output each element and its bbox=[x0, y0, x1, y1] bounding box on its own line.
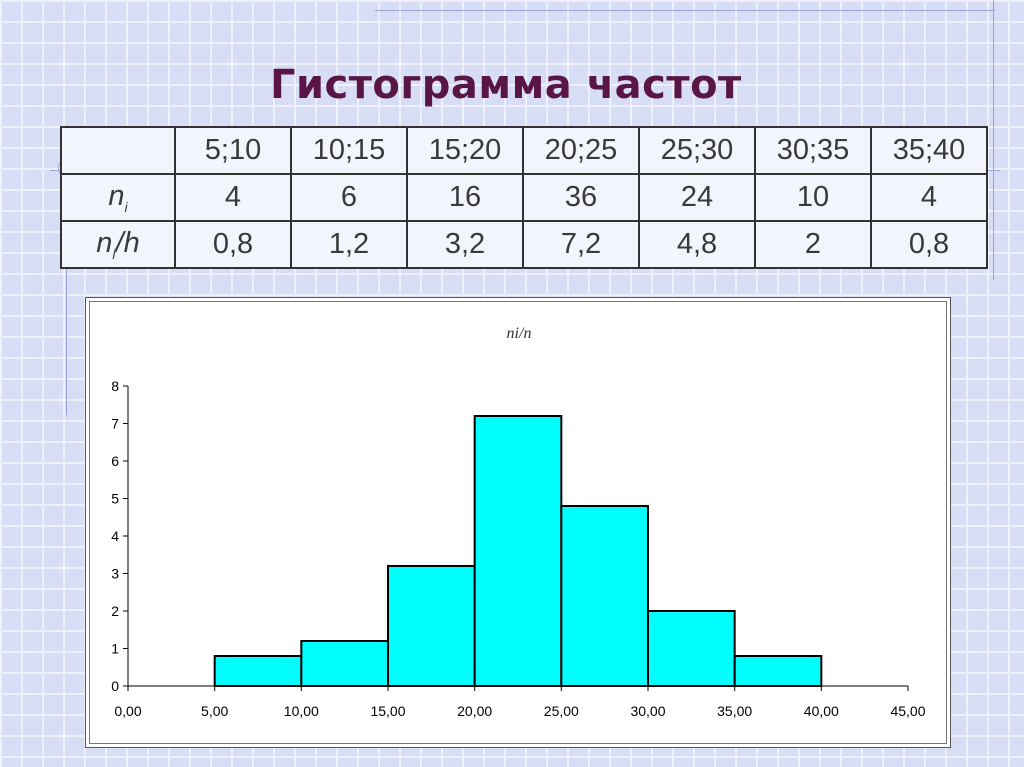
histogram-bar bbox=[473, 415, 563, 687]
chart-title: ni/n bbox=[507, 325, 532, 342]
y-tick-label: 8 bbox=[111, 378, 119, 394]
row-label-ni: ni bbox=[60, 173, 176, 222]
table-cell: 4,8 bbox=[638, 220, 756, 269]
x-tick-label: 20,00 bbox=[457, 703, 492, 719]
decor-line-top bbox=[375, 10, 995, 11]
table-cell: 7,2 bbox=[522, 220, 640, 269]
x-tick-label: 30,00 bbox=[630, 703, 665, 719]
x-tick-label: 10,00 bbox=[284, 703, 319, 719]
histogram-chart: ni/n 0 1 2 3 4 5 6 7 8 0,00 5,00 10,00 15,00 20,00 25,… bbox=[85, 297, 951, 748]
table-cell: 24 bbox=[638, 173, 756, 222]
interval-cell: 35;40 bbox=[870, 126, 988, 175]
histogram-bar bbox=[300, 640, 389, 687]
table-cell: 2 bbox=[754, 220, 872, 269]
x-tick-label: 15,00 bbox=[370, 703, 405, 719]
histogram-bar bbox=[387, 565, 476, 687]
table-cell: 4 bbox=[870, 173, 988, 222]
x-tick-label: 5,00 bbox=[201, 703, 228, 719]
table-cell: 4 bbox=[174, 173, 292, 222]
table-cell: 6 bbox=[290, 173, 408, 222]
page-title: Гистограмма частот bbox=[270, 62, 742, 108]
x-tick-label: 40,00 bbox=[804, 703, 839, 719]
interval-cell: 25;30 bbox=[638, 126, 756, 175]
interval-cell: 5;10 bbox=[174, 126, 292, 175]
table-cell: 10 bbox=[754, 173, 872, 222]
table-cell: 36 bbox=[522, 173, 640, 222]
y-tick-label: 2 bbox=[111, 603, 119, 619]
table-row-ni: ni 4 6 16 36 24 10 4 bbox=[60, 173, 988, 222]
table-cell: 0,8 bbox=[174, 220, 292, 269]
row-label-main: n bbox=[96, 227, 113, 260]
interval-cell: 20;25 bbox=[522, 126, 640, 175]
decor-line-left bbox=[66, 150, 67, 415]
row-label-sub: i bbox=[124, 198, 128, 215]
table-cell: 1,2 bbox=[290, 220, 408, 269]
histogram-bar bbox=[647, 610, 736, 687]
y-tick-label: 1 bbox=[111, 641, 119, 657]
interval-cell: 10;15 bbox=[290, 126, 408, 175]
table-cell: 16 bbox=[406, 173, 524, 222]
interval-cell: 15;20 bbox=[406, 126, 524, 175]
histogram-svg: ni/n 0 1 2 3 4 5 6 7 8 0,00 5,00 10,00 15,00 20,00 25,… bbox=[111, 325, 926, 719]
histogram-bar bbox=[560, 505, 650, 687]
y-tick-label: 5 bbox=[111, 491, 119, 507]
y-tick-label: 7 bbox=[111, 416, 119, 432]
table-row-intervals: 5;10 10;15 15;20 20;25 25;30 30;35 35;40 bbox=[60, 126, 988, 175]
decor-line-right bbox=[993, 0, 994, 280]
histogram-bar bbox=[733, 655, 823, 687]
x-tick-label: 25,00 bbox=[544, 703, 579, 719]
x-tick-label: 0,00 bbox=[114, 703, 141, 719]
chart-area bbox=[89, 301, 947, 744]
interval-cell: 30;35 bbox=[754, 126, 872, 175]
y-tick-label: 0 bbox=[111, 678, 119, 694]
frequency-table: 5;10 10;15 15;20 20;25 25;30 30;35 35;40… bbox=[60, 126, 988, 269]
x-tick-label: 35,00 bbox=[717, 703, 752, 719]
row-label-main: n bbox=[108, 180, 125, 213]
y-tick-label: 6 bbox=[111, 453, 119, 469]
x-tick-label: 45,00 bbox=[890, 703, 925, 719]
row-label-rest: /h bbox=[115, 227, 140, 260]
y-tick-label: 3 bbox=[111, 566, 119, 582]
table-cell: 3,2 bbox=[406, 220, 524, 269]
row-label-sub: i bbox=[112, 245, 116, 262]
histogram-bar bbox=[213, 655, 303, 687]
table-cell: 0,8 bbox=[870, 220, 988, 269]
y-tick-label: 4 bbox=[111, 528, 119, 544]
table-corner-cell bbox=[60, 126, 176, 175]
row-label-ni-h: ni/h bbox=[60, 220, 176, 269]
table-row-ni-h: ni/h 0,8 1,2 3,2 7,2 4,8 2 0,8 bbox=[60, 220, 988, 269]
